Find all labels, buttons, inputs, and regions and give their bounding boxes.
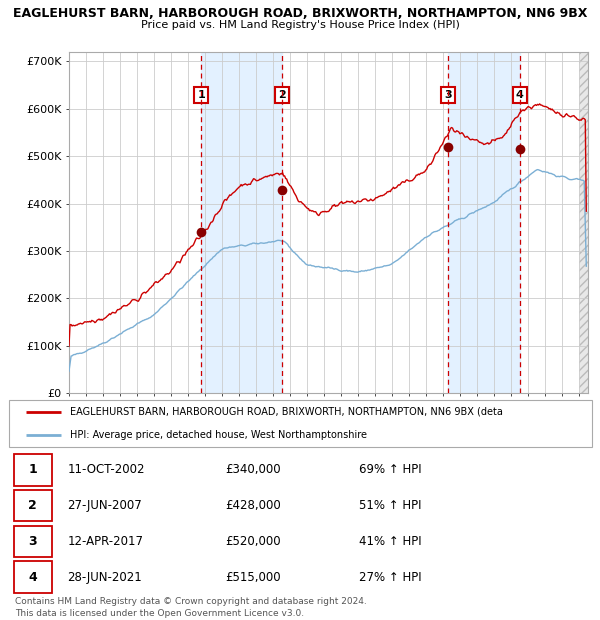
Text: £428,000: £428,000 <box>225 499 281 512</box>
Text: 1: 1 <box>28 463 37 476</box>
Text: Contains HM Land Registry data © Crown copyright and database right 2024.: Contains HM Land Registry data © Crown c… <box>15 597 367 606</box>
Text: £340,000: £340,000 <box>225 463 280 476</box>
Text: 3: 3 <box>28 535 37 548</box>
Text: 41% ↑ HPI: 41% ↑ HPI <box>359 535 422 548</box>
Text: 12-APR-2017: 12-APR-2017 <box>67 535 143 548</box>
Text: 2: 2 <box>28 499 37 512</box>
Bar <box>448 52 520 393</box>
Text: 4: 4 <box>516 90 524 100</box>
Text: 27% ↑ HPI: 27% ↑ HPI <box>359 570 422 583</box>
Bar <box>202 52 281 393</box>
Text: EAGLEHURST BARN, HARBOROUGH ROAD, BRIXWORTH, NORTHAMPTON, NN6 9BX: EAGLEHURST BARN, HARBOROUGH ROAD, BRIXWO… <box>13 7 587 20</box>
Text: Price paid vs. HM Land Registry's House Price Index (HPI): Price paid vs. HM Land Registry's House … <box>140 20 460 30</box>
Text: 4: 4 <box>28 570 37 583</box>
FancyBboxPatch shape <box>9 400 592 447</box>
FancyBboxPatch shape <box>14 561 52 593</box>
Text: 69% ↑ HPI: 69% ↑ HPI <box>359 463 422 476</box>
FancyBboxPatch shape <box>14 454 52 485</box>
Text: 27-JUN-2007: 27-JUN-2007 <box>67 499 142 512</box>
Text: 28-JUN-2021: 28-JUN-2021 <box>67 570 142 583</box>
FancyBboxPatch shape <box>14 526 52 557</box>
Text: 2: 2 <box>278 90 286 100</box>
Text: £515,000: £515,000 <box>225 570 280 583</box>
FancyBboxPatch shape <box>14 490 52 521</box>
Text: 3: 3 <box>445 90 452 100</box>
Text: 51% ↑ HPI: 51% ↑ HPI <box>359 499 421 512</box>
Text: This data is licensed under the Open Government Licence v3.0.: This data is licensed under the Open Gov… <box>15 609 304 618</box>
Text: 11-OCT-2002: 11-OCT-2002 <box>67 463 145 476</box>
Text: 1: 1 <box>197 90 205 100</box>
Text: EAGLEHURST BARN, HARBOROUGH ROAD, BRIXWORTH, NORTHAMPTON, NN6 9BX (deta: EAGLEHURST BARN, HARBOROUGH ROAD, BRIXWO… <box>70 407 503 417</box>
Text: £520,000: £520,000 <box>225 535 280 548</box>
Text: HPI: Average price, detached house, West Northamptonshire: HPI: Average price, detached house, West… <box>70 430 367 440</box>
